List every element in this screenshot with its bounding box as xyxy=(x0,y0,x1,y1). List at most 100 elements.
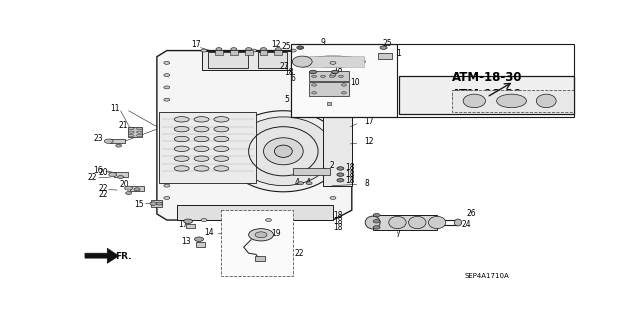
Ellipse shape xyxy=(214,156,229,161)
Text: 20: 20 xyxy=(120,180,129,189)
Bar xyxy=(127,127,143,137)
Polygon shape xyxy=(323,115,352,186)
Circle shape xyxy=(373,213,380,217)
Ellipse shape xyxy=(214,146,229,152)
Text: 13: 13 xyxy=(181,237,191,246)
Text: 5: 5 xyxy=(284,95,289,104)
Ellipse shape xyxy=(388,216,406,229)
Circle shape xyxy=(341,84,346,86)
Text: 7: 7 xyxy=(395,230,400,239)
Circle shape xyxy=(125,186,132,190)
Polygon shape xyxy=(177,205,333,220)
Text: SEP4A1710A: SEP4A1710A xyxy=(465,273,509,279)
Bar xyxy=(302,56,364,67)
Text: 4: 4 xyxy=(306,178,310,187)
Bar xyxy=(260,50,268,55)
Bar xyxy=(114,172,127,177)
Ellipse shape xyxy=(128,128,134,130)
Text: 18: 18 xyxy=(346,176,355,185)
Ellipse shape xyxy=(174,166,189,171)
Text: 12: 12 xyxy=(364,137,374,146)
Text: 23: 23 xyxy=(94,134,104,143)
Text: 20: 20 xyxy=(99,168,108,177)
Ellipse shape xyxy=(224,111,343,192)
Circle shape xyxy=(195,237,204,241)
Circle shape xyxy=(373,226,380,229)
Text: 27: 27 xyxy=(280,62,289,71)
Bar xyxy=(326,102,332,105)
Text: ATM-18-30: ATM-18-30 xyxy=(451,71,522,84)
Text: 12: 12 xyxy=(271,41,280,49)
Ellipse shape xyxy=(194,166,209,171)
Circle shape xyxy=(104,139,113,144)
Text: 18: 18 xyxy=(346,163,355,172)
Circle shape xyxy=(380,46,387,49)
Circle shape xyxy=(150,202,157,205)
Bar xyxy=(110,139,125,144)
Ellipse shape xyxy=(214,136,229,142)
Text: 26: 26 xyxy=(467,209,477,219)
Bar xyxy=(215,50,223,55)
Text: 22: 22 xyxy=(99,190,108,199)
Circle shape xyxy=(337,179,344,182)
Ellipse shape xyxy=(194,136,209,142)
Ellipse shape xyxy=(214,117,229,122)
Text: 25: 25 xyxy=(383,39,392,48)
Circle shape xyxy=(321,75,326,78)
Circle shape xyxy=(339,75,344,78)
Ellipse shape xyxy=(136,131,143,133)
Bar xyxy=(221,210,292,276)
Circle shape xyxy=(109,173,116,177)
Circle shape xyxy=(297,46,304,49)
Ellipse shape xyxy=(136,128,143,130)
Text: 10: 10 xyxy=(350,78,360,86)
Text: 11: 11 xyxy=(110,104,119,113)
Circle shape xyxy=(306,182,312,185)
Text: ATM-18-30: ATM-18-30 xyxy=(451,88,522,101)
Bar xyxy=(208,52,248,68)
Text: FR.: FR. xyxy=(115,252,132,261)
Ellipse shape xyxy=(194,117,209,122)
Circle shape xyxy=(246,48,252,51)
Circle shape xyxy=(164,61,170,64)
Circle shape xyxy=(337,167,344,170)
Bar xyxy=(244,50,253,55)
Bar xyxy=(332,74,337,89)
Circle shape xyxy=(298,182,304,185)
Text: 1: 1 xyxy=(396,49,401,58)
Ellipse shape xyxy=(194,146,209,152)
Bar xyxy=(151,200,162,206)
Text: 25: 25 xyxy=(282,42,291,51)
Ellipse shape xyxy=(128,134,134,137)
Ellipse shape xyxy=(497,94,526,108)
Circle shape xyxy=(201,49,207,52)
Ellipse shape xyxy=(174,117,189,122)
Text: 18: 18 xyxy=(333,65,342,74)
Circle shape xyxy=(116,144,122,147)
Ellipse shape xyxy=(454,219,461,226)
Bar xyxy=(129,186,145,190)
Circle shape xyxy=(330,61,336,64)
Ellipse shape xyxy=(174,156,189,161)
Bar xyxy=(452,90,573,112)
Text: 4: 4 xyxy=(295,178,300,187)
Circle shape xyxy=(260,48,266,51)
Circle shape xyxy=(164,74,170,77)
Circle shape xyxy=(255,232,267,238)
Ellipse shape xyxy=(463,94,486,108)
Ellipse shape xyxy=(136,134,143,137)
Bar xyxy=(159,112,256,183)
Ellipse shape xyxy=(128,131,134,133)
Bar xyxy=(378,53,392,59)
Bar xyxy=(399,76,574,115)
Text: 21: 21 xyxy=(118,121,128,130)
Circle shape xyxy=(231,48,237,51)
Text: 18: 18 xyxy=(333,211,343,220)
Bar xyxy=(230,50,237,55)
Text: 14: 14 xyxy=(204,228,214,237)
Text: 8: 8 xyxy=(364,179,369,188)
Text: 18: 18 xyxy=(333,223,343,232)
Text: 22: 22 xyxy=(99,184,108,193)
Text: 22: 22 xyxy=(88,173,97,182)
Circle shape xyxy=(332,70,339,74)
